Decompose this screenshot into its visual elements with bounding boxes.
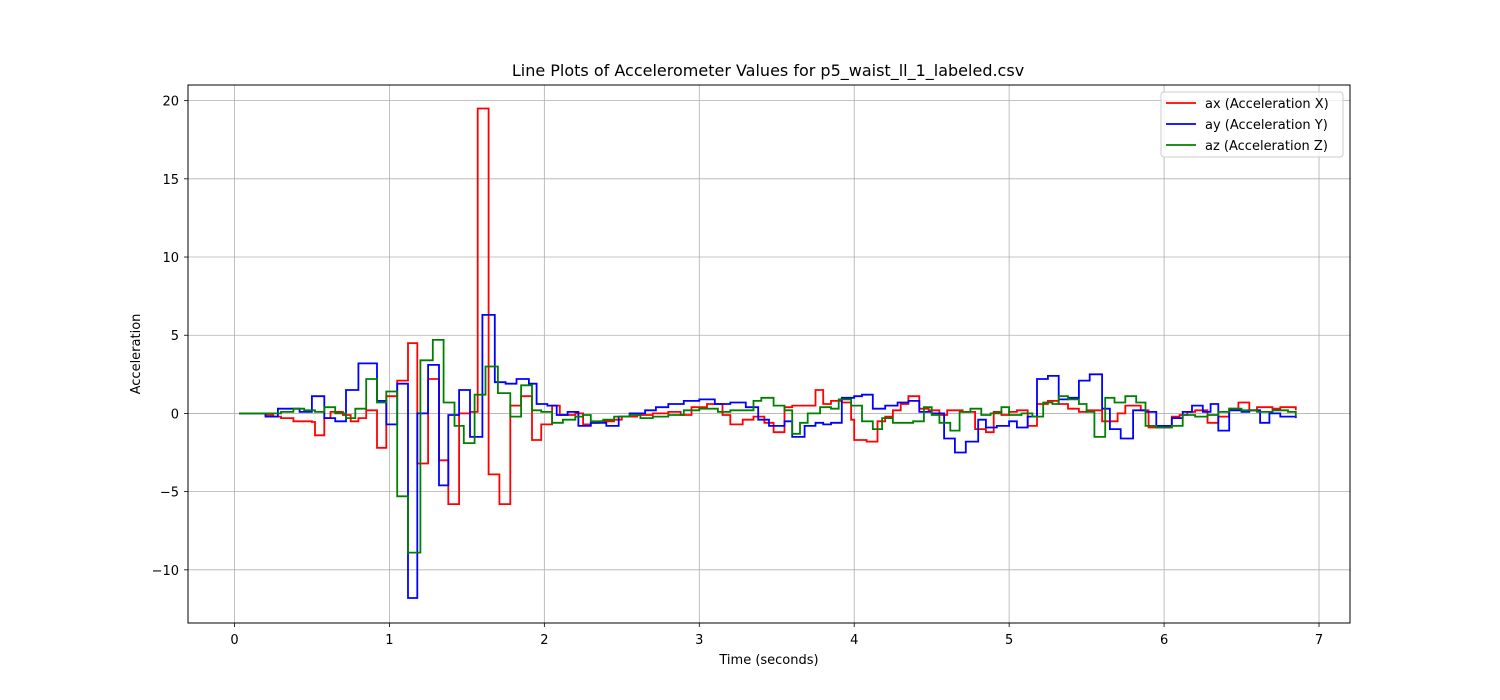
- series-lines: [239, 107, 1297, 599]
- y-tick-label: 5: [171, 329, 179, 344]
- plot-frame: [187, 84, 1351, 624]
- legend-label-ax: ax (Acceleration X): [1205, 97, 1329, 112]
- x-axis-label: Time (seconds): [718, 653, 818, 668]
- legend-box: [1160, 91, 1344, 158]
- axis-ticks: 0 1 2 3 4 5 6 7 −10 −5 0 5 10 15 20: [152, 95, 1324, 648]
- y-tick-label: 15: [162, 173, 179, 188]
- y-tick-label: 10: [162, 251, 179, 266]
- series-line-ay: [239, 314, 1297, 599]
- grid-lines: [188, 85, 1350, 623]
- y-axis-label: Acceleration: [129, 314, 144, 395]
- y-tick-label: −5: [160, 486, 179, 501]
- x-tick-label: 4: [850, 633, 858, 648]
- x-tick-label: 5: [1005, 633, 1013, 648]
- y-tick-label: 20: [162, 95, 179, 110]
- series-line-ax: [239, 107, 1297, 505]
- x-tick-label: 2: [540, 633, 548, 648]
- y-tick-label: 0: [171, 407, 179, 422]
- legend: ax (Acceleration X) ay (Acceleration Y) az…: [1160, 91, 1344, 158]
- x-tick-label: 1: [385, 633, 393, 648]
- chart-title: Line Plots of Accelerometer Values for p…: [512, 61, 1024, 81]
- x-tick-label: 7: [1315, 633, 1323, 648]
- legend-label-ay: ay (Acceleration Y): [1205, 118, 1328, 133]
- y-tick-label: −10: [152, 564, 179, 579]
- x-tick-label: 3: [695, 633, 703, 648]
- series-line-az: [239, 339, 1297, 554]
- x-tick-label: 0: [230, 633, 238, 648]
- legend-label-az: az (Acceleration Z): [1205, 139, 1328, 154]
- x-tick-label: 6: [1160, 633, 1168, 648]
